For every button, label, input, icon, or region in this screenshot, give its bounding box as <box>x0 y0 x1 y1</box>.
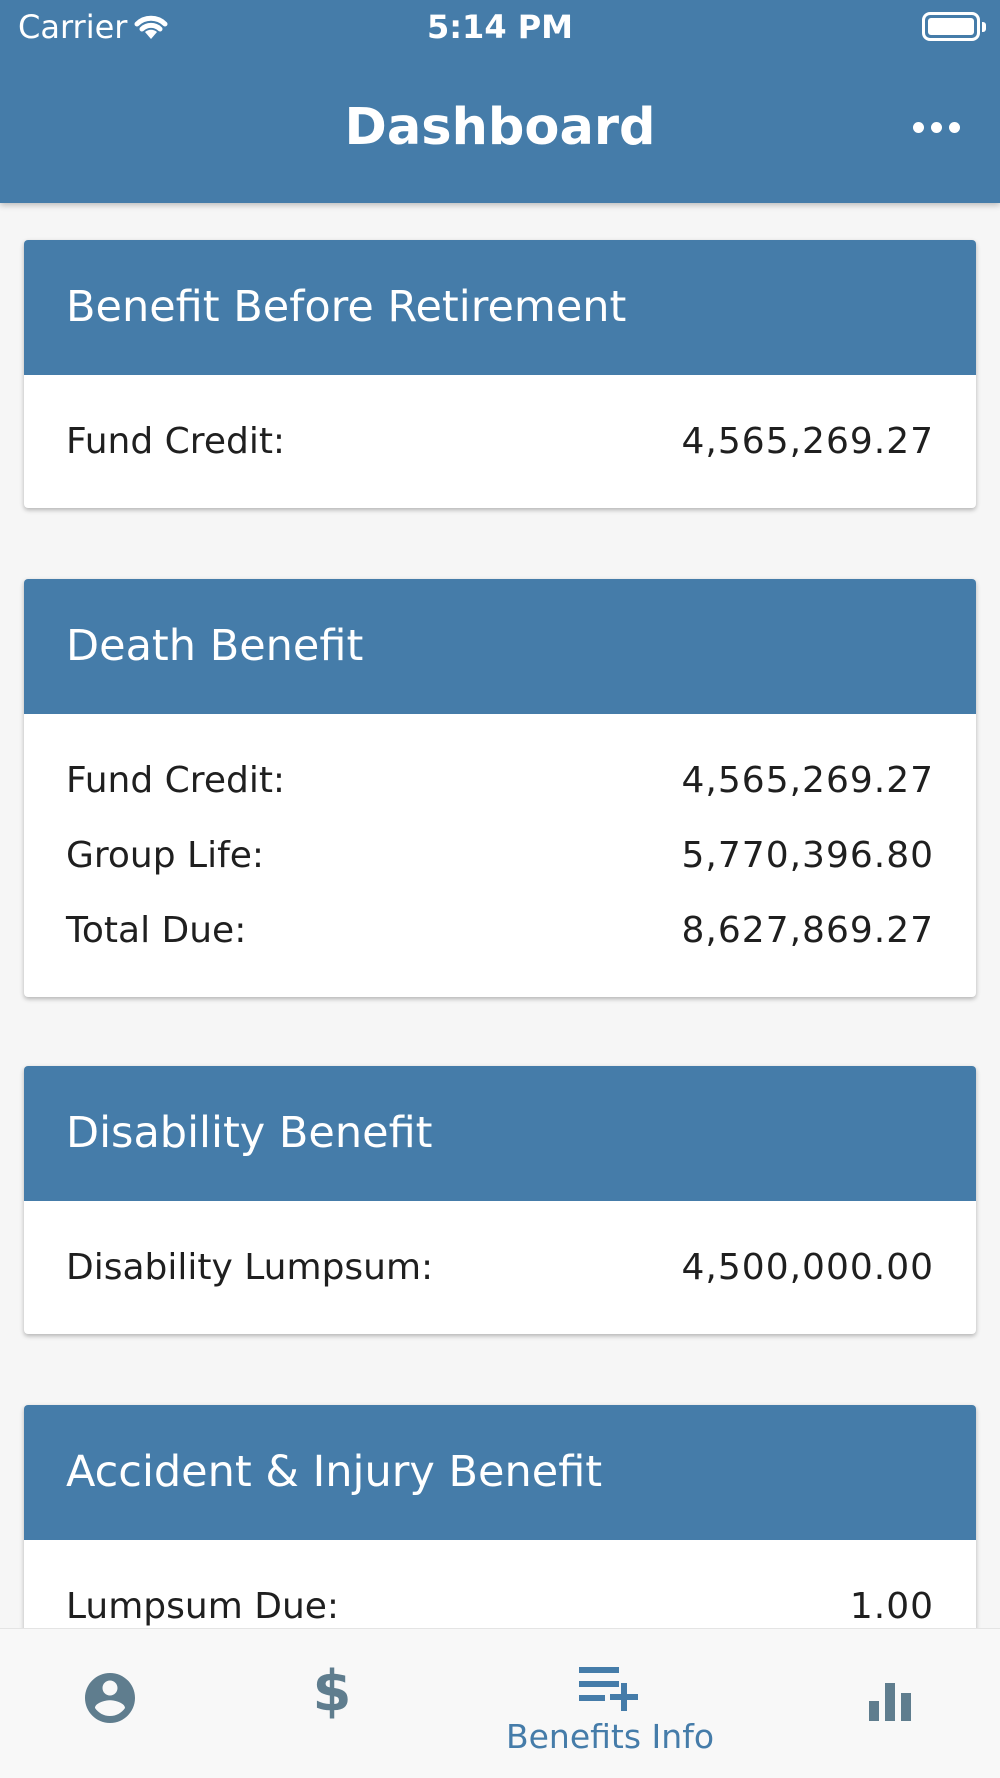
dollar-icon: $ <box>312 1659 352 1724</box>
benefit-row: Lumpsum Due: 1.00 <box>66 1569 934 1628</box>
battery-icon <box>922 12 986 41</box>
status-bar: Carrier 5:14 PM <box>0 0 1000 56</box>
benefit-row: Disability Lumpsum: 4,500,000.00 <box>66 1230 934 1305</box>
row-label: Total Due: <box>66 910 247 951</box>
carrier-label: Carrier <box>18 8 128 46</box>
card-disability-benefit: Disability Benefit Disability Lumpsum: 4… <box>24 1066 976 1334</box>
card-title: Benefit Before Retirement <box>24 240 976 375</box>
tab-payments[interactable]: $ <box>282 1629 382 1778</box>
row-label: Fund Credit: <box>66 760 286 801</box>
card-title: Disability Benefit <box>24 1066 976 1201</box>
row-value: 4,500,000.00 <box>681 1247 934 1288</box>
row-value: 8,627,869.27 <box>681 910 934 951</box>
card-title: Death Benefit <box>24 579 976 714</box>
tab-benefits-info[interactable]: Benefits Info <box>470 1629 750 1778</box>
app-header: Carrier 5:14 PM Dashboard <box>0 0 1000 203</box>
bar-chart-icon <box>869 1683 911 1721</box>
row-label: Lumpsum Due: <box>66 1586 340 1627</box>
card-death-benefit: Death Benefit Fund Credit: 4,565,269.27 … <box>24 579 976 997</box>
card-benefit-before-retirement: Benefit Before Retirement Fund Credit: 4… <box>24 240 976 508</box>
row-value: 4,565,269.27 <box>681 421 934 462</box>
benefit-row: Fund Credit: 4,565,269.27 <box>66 404 934 479</box>
row-value: 4,565,269.27 <box>681 760 934 801</box>
benefit-row: Fund Credit: 4,565,269.27 <box>66 743 934 818</box>
row-label: Disability Lumpsum: <box>66 1247 434 1288</box>
row-label: Group Life: <box>66 835 265 876</box>
card-accident-injury-benefit: Accident & Injury Benefit Lumpsum Due: 1… <box>24 1405 976 1628</box>
benefit-row: Total Due: 8,627,869.27 <box>66 893 934 968</box>
row-value: 5,770,396.80 <box>681 835 934 876</box>
benefit-row: Group Life: 5,770,396.80 <box>66 818 934 893</box>
row-value: 1.00 <box>849 1586 934 1627</box>
status-time: 5:14 PM <box>426 8 574 46</box>
row-label: Fund Credit: <box>66 421 286 462</box>
benefits-list[interactable]: Benefit Before Retirement Fund Credit: 4… <box>0 203 1000 1628</box>
wifi-icon <box>132 12 170 44</box>
playlist-add-icon <box>579 1667 638 1711</box>
tab-benefits-info-label: Benefits Info <box>505 1717 715 1756</box>
account-circle-icon <box>85 1673 135 1723</box>
page-title: Dashboard <box>344 98 656 157</box>
tab-profile[interactable] <box>60 1629 160 1778</box>
more-options-icon[interactable] <box>906 112 966 142</box>
bottom-tab-bar: $ Benefits Info <box>0 1628 1000 1778</box>
tab-statistics[interactable] <box>840 1629 940 1778</box>
card-title: Accident & Injury Benefit <box>24 1405 976 1540</box>
